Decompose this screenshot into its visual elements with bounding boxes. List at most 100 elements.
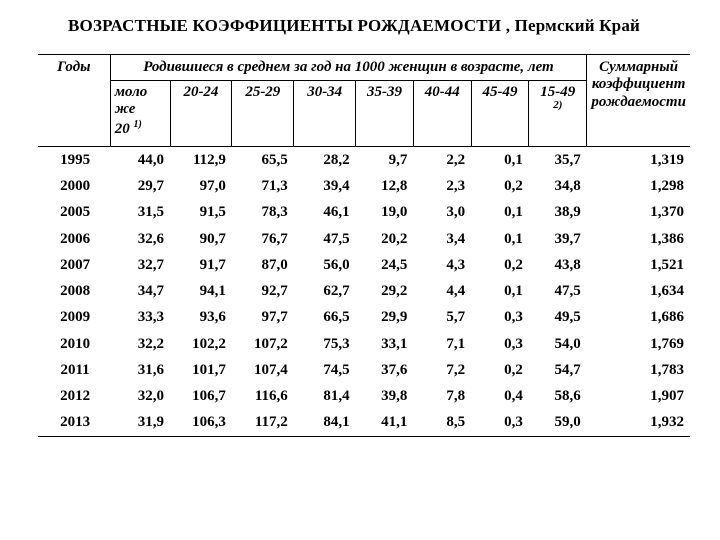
cell-value: 93,6 xyxy=(170,304,232,330)
cell-value: 0,3 xyxy=(471,409,529,436)
table-row: 200834,794,192,762,729,24,40,147,51,634 xyxy=(38,278,690,304)
cell-value: 28,2 xyxy=(294,146,356,173)
cell-value: 33,1 xyxy=(356,331,414,357)
cell-value: 54,0 xyxy=(529,331,587,357)
cell-value: 76,7 xyxy=(232,226,294,252)
cell-value: 44,0 xyxy=(110,146,170,173)
table-row: 200933,393,697,766,529,95,70,349,51,686 xyxy=(38,304,690,330)
cell-year: 2013 xyxy=(38,409,110,436)
table-header: Годы Родившиеся в среднем за год на 1000… xyxy=(38,55,690,147)
cell-value: 4,4 xyxy=(413,278,471,304)
cell-value: 1,298 xyxy=(587,173,690,199)
cell-value: 1,783 xyxy=(587,357,690,383)
cell-value: 0,2 xyxy=(471,357,529,383)
cell-value: 43,8 xyxy=(529,252,587,278)
cell-value: 97,7 xyxy=(232,304,294,330)
cell-year: 2000 xyxy=(38,173,110,199)
cell-value: 35,7 xyxy=(529,146,587,173)
cell-value: 1,634 xyxy=(587,278,690,304)
cell-year: 1995 xyxy=(38,146,110,173)
cell-value: 41,1 xyxy=(356,409,414,436)
cell-value: 97,0 xyxy=(170,173,232,199)
table-row: 199544,0112,965,528,29,72,20,135,71,319 xyxy=(38,146,690,173)
cell-year: 2005 xyxy=(38,199,110,225)
page-title: ВОЗРАСТНЫЕ КОЭФФИЦИЕНТЫ РОЖДАЕМОСТИ , Пе… xyxy=(68,16,690,36)
cell-value: 54,7 xyxy=(529,357,587,383)
cell-value: 59,0 xyxy=(529,409,587,436)
cell-value: 32,0 xyxy=(110,383,170,409)
col-span-births: Родившиеся в среднем за год на 1000 женщ… xyxy=(110,55,587,81)
cell-value: 90,7 xyxy=(170,226,232,252)
cell-value: 39,8 xyxy=(356,383,414,409)
cell-value: 12,8 xyxy=(356,173,414,199)
cell-value: 75,3 xyxy=(294,331,356,357)
cell-value: 0,1 xyxy=(471,226,529,252)
table-body: 199544,0112,965,528,29,72,20,135,71,3192… xyxy=(38,146,690,436)
col-under20-l2: же xyxy=(115,101,136,117)
cell-value: 0,2 xyxy=(471,252,529,278)
cell-value: 31,6 xyxy=(110,357,170,383)
col-under20: моло же 20 1) xyxy=(110,81,170,147)
cell-year: 2006 xyxy=(38,226,110,252)
table-row: 201131,6101,7107,474,537,67,20,254,71,78… xyxy=(38,357,690,383)
cell-value: 7,2 xyxy=(413,357,471,383)
cell-year: 2012 xyxy=(38,383,110,409)
cell-value: 66,5 xyxy=(294,304,356,330)
col-15-49-sup: 2) xyxy=(533,99,582,112)
cell-value: 34,7 xyxy=(110,278,170,304)
cell-value: 62,7 xyxy=(294,278,356,304)
cell-value: 1,907 xyxy=(587,383,690,409)
cell-value: 117,2 xyxy=(232,409,294,436)
cell-value: 107,4 xyxy=(232,357,294,383)
table-row: 200029,797,071,339,412,82,30,234,81,298 xyxy=(38,173,690,199)
cell-value: 74,5 xyxy=(294,357,356,383)
cell-year: 2008 xyxy=(38,278,110,304)
cell-value: 91,5 xyxy=(170,199,232,225)
cell-value: 37,6 xyxy=(356,357,414,383)
table-row: 201232,0106,7116,681,439,87,80,458,61,90… xyxy=(38,383,690,409)
cell-value: 24,5 xyxy=(356,252,414,278)
cell-value: 81,4 xyxy=(294,383,356,409)
cell-value: 5,7 xyxy=(413,304,471,330)
cell-value: 0,1 xyxy=(471,146,529,173)
cell-year: 2010 xyxy=(38,331,110,357)
table-row: 200732,791,787,056,024,54,30,243,81,521 xyxy=(38,252,690,278)
cell-value: 1,370 xyxy=(587,199,690,225)
cell-value: 94,1 xyxy=(170,278,232,304)
cell-value: 39,4 xyxy=(294,173,356,199)
cell-value: 1,686 xyxy=(587,304,690,330)
cell-value: 1,386 xyxy=(587,226,690,252)
col-under20-sup: 1) xyxy=(133,119,141,130)
cell-value: 0,1 xyxy=(471,199,529,225)
cell-value: 32,2 xyxy=(110,331,170,357)
col-25-29: 25-29 xyxy=(232,81,294,147)
cell-value: 29,2 xyxy=(356,278,414,304)
col-15-49-label: 15-49 xyxy=(540,84,575,100)
cell-value: 39,7 xyxy=(529,226,587,252)
cell-value: 84,1 xyxy=(294,409,356,436)
cell-value: 0,2 xyxy=(471,173,529,199)
cell-value: 107,2 xyxy=(232,331,294,357)
cell-value: 46,1 xyxy=(294,199,356,225)
table-row: 201032,2102,2107,275,333,17,10,354,01,76… xyxy=(38,331,690,357)
col-summary: Суммарный коэффициент рождаемости xyxy=(587,55,690,147)
cell-value: 20,2 xyxy=(356,226,414,252)
table-row: 200531,591,578,346,119,03,00,138,91,370 xyxy=(38,199,690,225)
col-30-34: 30-34 xyxy=(294,81,356,147)
cell-value: 47,5 xyxy=(529,278,587,304)
col-15-49: 15-49 2) xyxy=(529,81,587,147)
cell-value: 38,9 xyxy=(529,199,587,225)
cell-value: 2,3 xyxy=(413,173,471,199)
cell-value: 102,2 xyxy=(170,331,232,357)
cell-value: 1,319 xyxy=(587,146,690,173)
cell-value: 8,5 xyxy=(413,409,471,436)
cell-value: 1,932 xyxy=(587,409,690,436)
col-40-44: 40-44 xyxy=(413,81,471,147)
cell-value: 0,4 xyxy=(471,383,529,409)
cell-value: 106,7 xyxy=(170,383,232,409)
cell-value: 56,0 xyxy=(294,252,356,278)
col-under20-l3: 20 xyxy=(115,121,134,137)
cell-value: 34,8 xyxy=(529,173,587,199)
cell-value: 1,521 xyxy=(587,252,690,278)
cell-value: 47,5 xyxy=(294,226,356,252)
